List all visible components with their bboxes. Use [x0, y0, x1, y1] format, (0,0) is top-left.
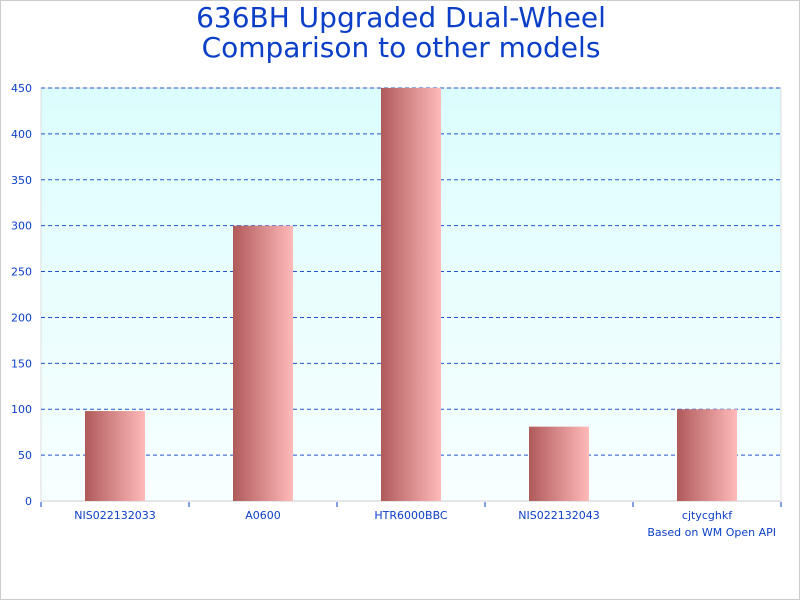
- x-tick-label: NIS022132033: [74, 509, 155, 522]
- y-tick-label: 200: [11, 311, 32, 324]
- y-tick-label: 300: [11, 220, 32, 233]
- y-tick-label: 350: [11, 174, 32, 187]
- x-tick-label: A0600: [245, 509, 281, 522]
- y-tick-label: 400: [11, 128, 32, 141]
- bar-HTR6000BBC: [381, 88, 441, 501]
- y-tick-label: 50: [18, 449, 32, 462]
- x-tick-label: NIS022132043: [518, 509, 599, 522]
- chart-title: 636BH Upgraded Dual-Wheel Comparison to …: [1, 1, 799, 64]
- bar-NIS022132043: [529, 426, 589, 501]
- y-tick-label: 0: [25, 495, 32, 508]
- y-tick-label: 100: [11, 403, 32, 416]
- footnote: Based on WM Open API: [647, 526, 776, 539]
- x-tick-label: HTR6000BBC: [374, 509, 448, 522]
- title-line-1: 636BH Upgraded Dual-Wheel: [196, 1, 606, 34]
- bar-cjtycghkf: [677, 409, 737, 501]
- y-tick-label: 450: [11, 82, 32, 95]
- y-tick-label: 250: [11, 266, 32, 279]
- title-line-2: Comparison to other models: [201, 31, 601, 64]
- bar-NIS022132033: [85, 411, 145, 501]
- y-tick-label: 150: [11, 357, 32, 370]
- x-tick-label: cjtycghkf: [682, 509, 733, 522]
- bar-A0600: [233, 225, 293, 501]
